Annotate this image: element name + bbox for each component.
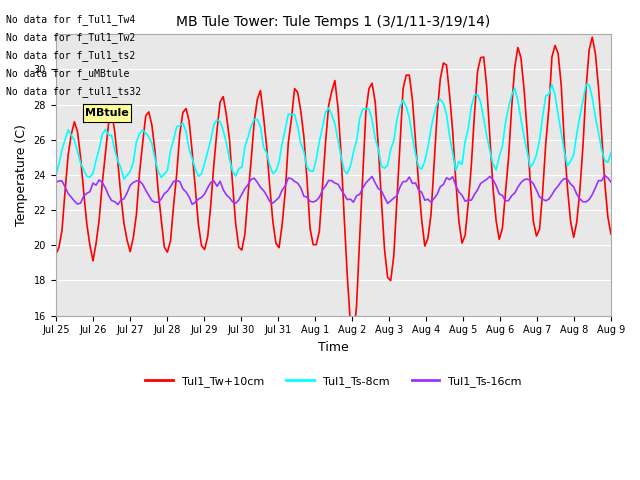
Tul1_Ts-8cm — [61, 137, 69, 143]
Tul1_Tw+10cm — [607, 231, 614, 237]
Line: Tul1_Ts-16cm: Tul1_Ts-16cm — [56, 175, 611, 204]
Tul1_Ts-16cm — [52, 180, 60, 185]
Tul1_Ts-16cm — [607, 179, 614, 185]
Tul1_Ts-8cm — [117, 165, 125, 171]
Y-axis label: Temperature (C): Temperature (C) — [15, 124, 28, 226]
Tul1_Ts-8cm — [582, 82, 590, 87]
Tul1_Tw+10cm — [61, 188, 69, 194]
Text: No data for f_Tul1_Tw2: No data for f_Tul1_Tw2 — [6, 32, 136, 43]
Line: Tul1_Tw+10cm: Tul1_Tw+10cm — [56, 37, 611, 340]
Tul1_Tw+10cm — [166, 238, 174, 244]
Line: Tul1_Ts-8cm: Tul1_Ts-8cm — [56, 84, 611, 179]
Tul1_Tw+10cm — [595, 84, 602, 90]
Text: MBtule: MBtule — [85, 108, 129, 118]
Text: No data for f_Tul1_ts2: No data for f_Tul1_ts2 — [6, 50, 136, 61]
Tul1_Ts-16cm — [114, 202, 122, 207]
Tul1_Ts-16cm — [170, 179, 177, 184]
Tul1_Tw+10cm — [548, 54, 556, 60]
Tul1_Tw+10cm — [263, 144, 271, 149]
Tul1_Ts-16cm — [591, 185, 599, 191]
Tul1_Ts-16cm — [266, 199, 273, 204]
Tul1_Ts-8cm — [266, 163, 273, 168]
Tul1_Tw+10cm — [117, 193, 125, 199]
Text: No data for f_uMBtule: No data for f_uMBtule — [6, 68, 130, 79]
Tul1_Ts-8cm — [52, 173, 60, 179]
Tul1_Ts-8cm — [595, 130, 602, 135]
X-axis label: Time: Time — [318, 341, 349, 354]
Text: No data for f_Tul1_Tw4: No data for f_Tul1_Tw4 — [6, 13, 136, 24]
Title: MB Tule Tower: Tule Temps 1 (3/1/11-3/19/14): MB Tule Tower: Tule Temps 1 (3/1/11-3/19… — [176, 15, 490, 29]
Text: No data for f_tul1_ts32: No data for f_tul1_ts32 — [6, 86, 141, 97]
Tul1_Ts-8cm — [120, 176, 128, 182]
Tul1_Ts-16cm — [601, 172, 609, 178]
Tul1_Ts-16cm — [120, 196, 128, 202]
Tul1_Ts-8cm — [170, 136, 177, 142]
Tul1_Ts-8cm — [548, 82, 556, 87]
Tul1_Ts-16cm — [61, 184, 69, 190]
Tul1_Tw+10cm — [349, 337, 357, 343]
Tul1_Ts-16cm — [548, 192, 556, 198]
Tul1_Ts-8cm — [607, 150, 614, 156]
Tul1_Tw+10cm — [52, 252, 60, 257]
Legend: Tul1_Tw+10cm, Tul1_Ts-8cm, Tul1_Ts-16cm: Tul1_Tw+10cm, Tul1_Ts-8cm, Tul1_Ts-16cm — [140, 372, 526, 392]
Tul1_Tw+10cm — [588, 34, 596, 40]
